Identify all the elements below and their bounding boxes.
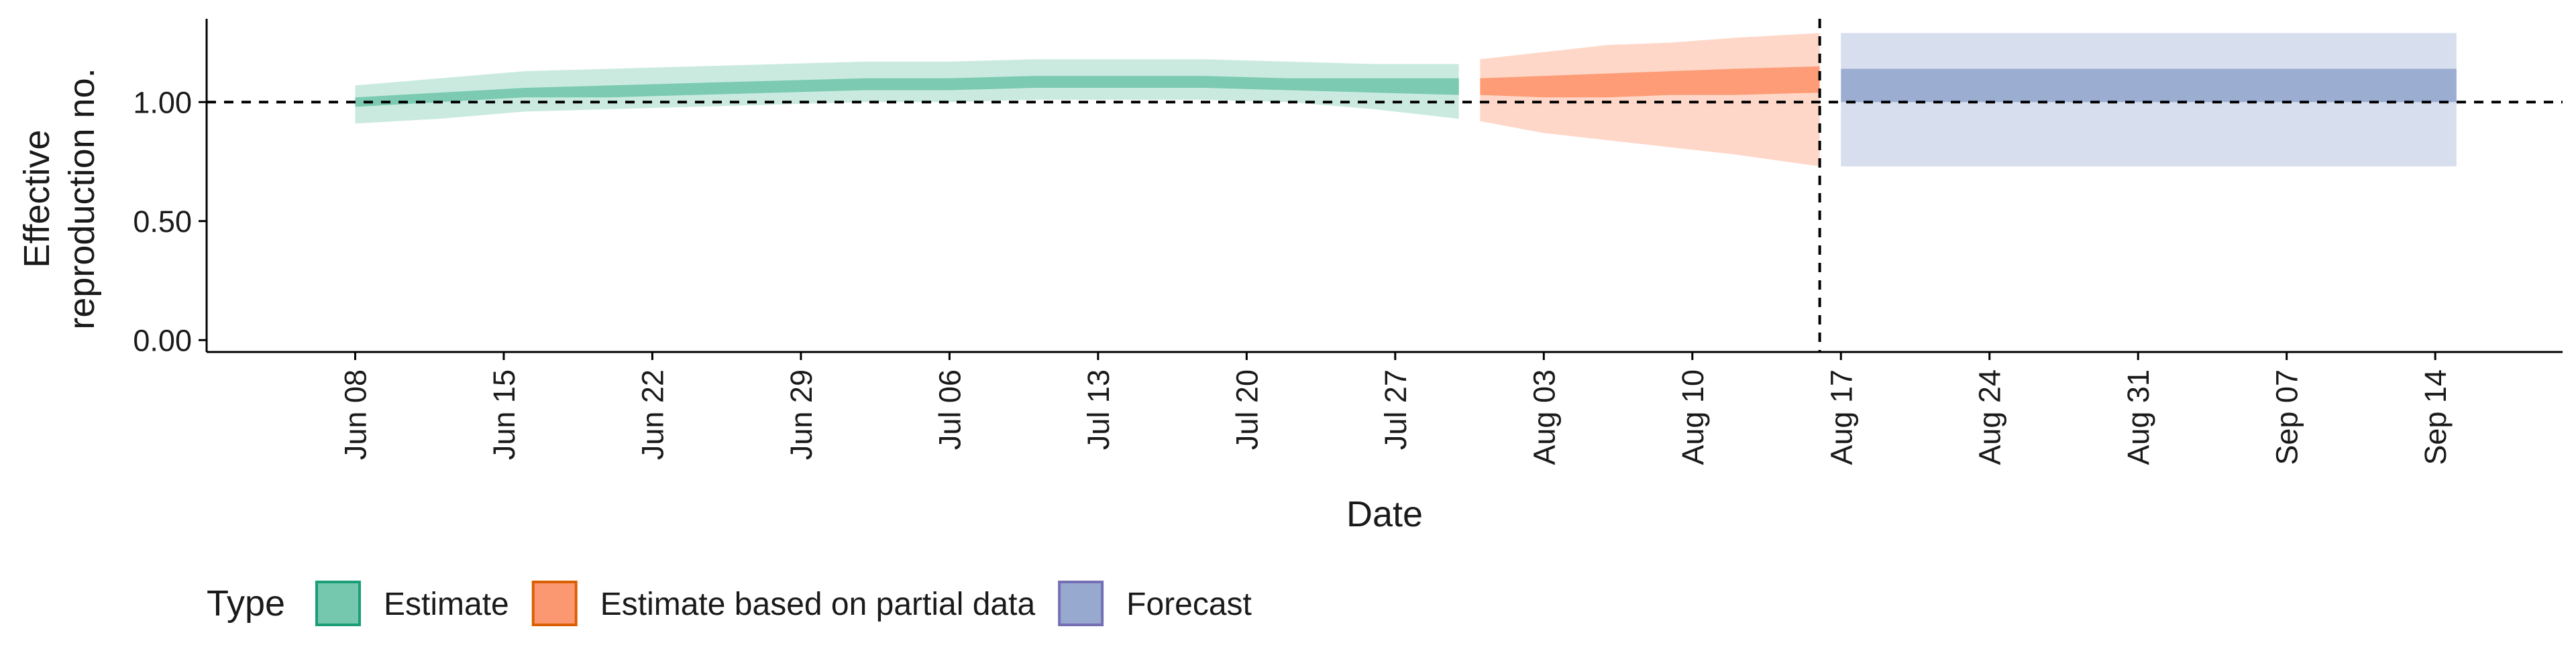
estimate-inner-band: [355, 76, 1459, 107]
x-tick-label: Jun 08: [339, 369, 373, 460]
estimate-outer-band: [355, 59, 1459, 124]
legend-title: Type: [207, 583, 285, 624]
x-tick-label: Aug 17: [1824, 369, 1858, 465]
estimate-based-on-partial-data-inner-band: [1480, 66, 1820, 98]
forecast-inner-band: [1841, 68, 2457, 103]
x-tick-label: Sep 07: [2270, 369, 2304, 465]
x-tick-label: Jul 20: [1230, 369, 1264, 450]
y-axis-title-line-2: reproduction no.: [62, 68, 102, 329]
axis-titles: Date Effective reproduction no.: [17, 68, 1423, 534]
legend-label-estimate: Estimate: [384, 587, 509, 622]
x-tick-label: Jul 27: [1379, 369, 1413, 450]
x-axis-title: Date: [1346, 494, 1423, 534]
x-tick-label: Jun 15: [487, 369, 521, 460]
legend-swatch-forecast: [1058, 581, 1104, 626]
x-tick-label: Aug 31: [2121, 369, 2155, 465]
legend-swatch-estimate-based-on-partial-data: [531, 581, 578, 626]
series-bands: [355, 33, 2457, 167]
legend-swatch-estimate: [315, 581, 361, 626]
y-axis-title-line-1: Effective: [17, 129, 57, 268]
x-tick-label: Aug 03: [1527, 369, 1561, 465]
y-tick-label: 1.00: [133, 85, 192, 119]
x-tick-label: Aug 24: [1973, 369, 2007, 465]
x-tick-label: Jul 06: [932, 369, 967, 450]
tick-labels: 0.00 0.50 1.00 Jun 08 Jun 15 Jun 22 Jun 29 Jul …: [133, 85, 2453, 465]
y-tick-label: 0.00: [133, 323, 192, 357]
legend-label-forecast: Forecast: [1126, 587, 1252, 622]
reference-lines: [207, 19, 2563, 352]
x-tick-label: Jun 22: [635, 369, 669, 460]
x-tick-label: Sep 14: [2418, 369, 2453, 465]
y-tick-label: 0.50: [133, 204, 192, 239]
x-tick-label: Jun 29: [784, 369, 818, 460]
estimate-based-on-partial-data-outer-band: [1480, 33, 1820, 167]
legend: Type Estimate Estimate based on partial d…: [207, 581, 1252, 626]
axes: [199, 19, 2563, 360]
x-tick-label: Jul 13: [1081, 369, 1116, 450]
legend-label-estimate-based-on-partial-data: Estimate based on partial data: [600, 587, 1036, 622]
x-tick-label: Aug 10: [1676, 369, 1710, 465]
